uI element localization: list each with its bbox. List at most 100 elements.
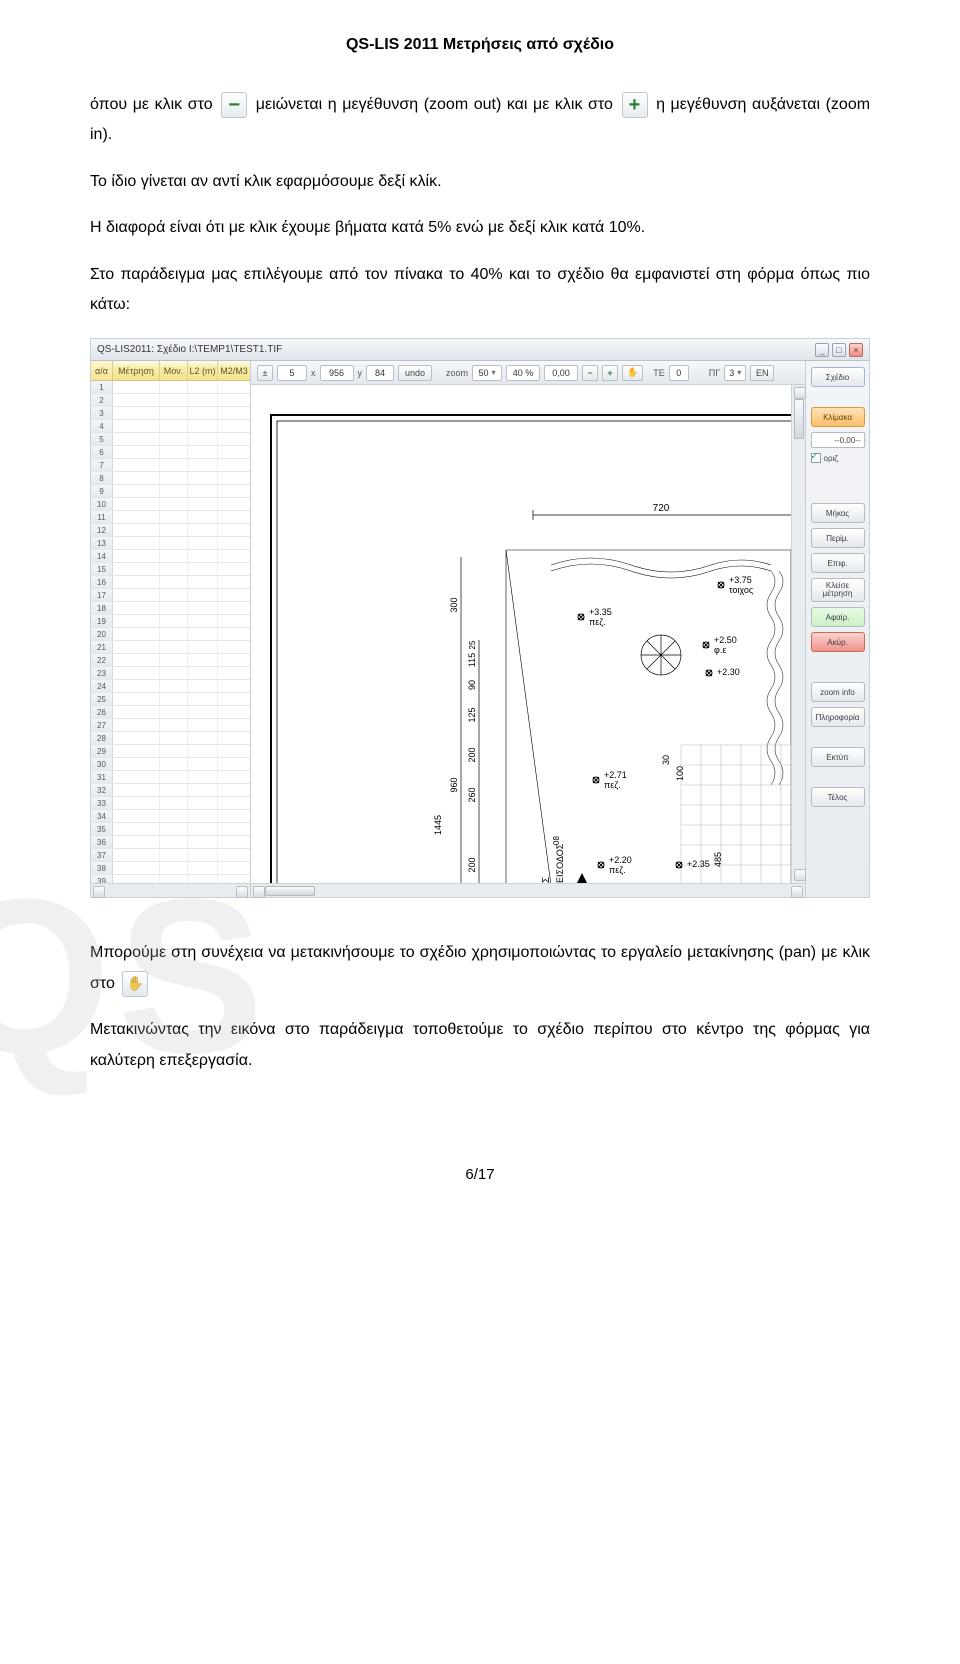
col-mon: Μον.: [160, 361, 188, 380]
table-row[interactable]: 12: [91, 524, 250, 537]
table-row[interactable]: 37: [91, 849, 250, 862]
maximize-icon[interactable]: □: [832, 343, 846, 357]
table-row[interactable]: 1: [91, 381, 250, 394]
table-row[interactable]: 23: [91, 667, 250, 680]
perim-button[interactable]: Περίμ.: [811, 528, 865, 548]
undo-button[interactable]: undo: [398, 365, 432, 381]
mikos-button[interactable]: Μήκος: [811, 503, 865, 523]
svg-text:+2.30: +2.30: [717, 667, 740, 677]
zoominfo-button[interactable]: zoom info: [811, 682, 865, 702]
table-row[interactable]: 32: [91, 784, 250, 797]
minimize-icon[interactable]: _: [815, 343, 829, 357]
table-row[interactable]: 3: [91, 407, 250, 420]
svg-text:200: 200: [467, 858, 477, 873]
table-row[interactable]: 29: [91, 745, 250, 758]
table-row[interactable]: 33: [91, 797, 250, 810]
table-row[interactable]: 26: [91, 706, 250, 719]
table-row[interactable]: 19: [91, 615, 250, 628]
table-row[interactable]: 30: [91, 758, 250, 771]
table-row[interactable]: 31: [91, 771, 250, 784]
kleise-button[interactable]: Κλείσε μέτρηση: [811, 578, 865, 602]
svg-text:πεζ.: πεζ.: [589, 617, 606, 627]
svg-text:+3.75: +3.75: [729, 575, 752, 585]
table-row[interactable]: 28: [91, 732, 250, 745]
grid-header: α/α Μέτρηση Μον. L2 (m) M2/M3: [91, 361, 250, 381]
table-row[interactable]: 35: [91, 823, 250, 836]
canvas-vscroll[interactable]: [791, 385, 805, 883]
zoom-label: zoom: [446, 368, 468, 378]
x-value: 956: [320, 365, 354, 381]
table-row[interactable]: 36: [91, 836, 250, 849]
page-footer: 6/17: [90, 1166, 870, 1183]
table-row[interactable]: 17: [91, 589, 250, 602]
table-row[interactable]: 22: [91, 654, 250, 667]
svg-text:100: 100: [675, 766, 685, 781]
table-row[interactable]: 6: [91, 446, 250, 459]
step-down-button[interactable]: ±: [257, 365, 273, 381]
window-title: QS-LIS2011: Σχέδιο I:\TEMP1\TEST1.TIF: [97, 344, 282, 355]
drawing-canvas[interactable]: 720 300 115 90 25 125 200 960 260: [251, 385, 791, 883]
pg-select[interactable]: 3: [724, 365, 746, 381]
en-button[interactable]: EN: [750, 365, 774, 381]
canvas-hscroll[interactable]: [251, 883, 805, 897]
svg-text:πεζ.: πεζ.: [604, 780, 621, 790]
table-row[interactable]: 5: [91, 433, 250, 446]
pliroforia-button[interactable]: Πληροφορία: [811, 707, 865, 727]
svg-text:200: 200: [467, 748, 477, 763]
zoom-select[interactable]: 50: [472, 365, 502, 381]
oriz-checkbox[interactable]: οριζ: [811, 453, 865, 463]
pan-button[interactable]: ✋: [622, 365, 643, 381]
svg-text:1445: 1445: [433, 815, 443, 835]
zoom-in-icon: [622, 92, 648, 118]
svg-text:08: 08: [552, 836, 561, 845]
grid-hscroll[interactable]: [91, 883, 250, 897]
table-row[interactable]: 8: [91, 472, 250, 485]
svg-text:πεζ.: πεζ.: [609, 865, 626, 875]
paragraph-5: Μπορούμε στη συνέχεια να μετακινήσουμε τ…: [90, 938, 870, 999]
paragraph-4: Στο παράδειγμα μας επιλέγουμε από τον πί…: [90, 260, 870, 321]
table-row[interactable]: 15: [91, 563, 250, 576]
zoom-out-button[interactable]: −: [582, 365, 598, 381]
sxedio-button[interactable]: Σχέδιο: [811, 367, 865, 387]
x-label: x: [311, 368, 316, 378]
table-row[interactable]: 39: [91, 875, 250, 883]
telos-button[interactable]: Τέλος: [811, 787, 865, 807]
table-row[interactable]: 14: [91, 550, 250, 563]
table-row[interactable]: 9: [91, 485, 250, 498]
pg-label: ΠΓ: [709, 368, 720, 378]
ektyp-button[interactable]: Εκτύπ: [811, 747, 865, 767]
measurements-grid: α/α Μέτρηση Μον. L2 (m) M2/M3 1234567891…: [91, 361, 251, 897]
table-row[interactable]: 24: [91, 680, 250, 693]
svg-text:+3.35: +3.35: [589, 607, 612, 617]
step-value[interactable]: 5: [277, 365, 307, 381]
table-row[interactable]: 16: [91, 576, 250, 589]
paragraph-3: Η διαφορά είναι ότι με κλικ έχουμε βήματ…: [90, 213, 870, 243]
zoom-percent: 40 %: [506, 365, 540, 381]
table-row[interactable]: 27: [91, 719, 250, 732]
epif-button[interactable]: Επιφ.: [811, 553, 865, 573]
table-row[interactable]: 21: [91, 641, 250, 654]
table-row[interactable]: 4: [91, 420, 250, 433]
zoom-in-button[interactable]: +: [602, 365, 618, 381]
afair-button[interactable]: Αφαίρ.: [811, 607, 865, 627]
table-row[interactable]: 11: [91, 511, 250, 524]
table-row[interactable]: 13: [91, 537, 250, 550]
klimaka-button[interactable]: Κλίμακα: [811, 407, 865, 427]
app-screenshot: QS-LIS2011: Σχέδιο I:\TEMP1\TEST1.TIF _ …: [90, 338, 870, 898]
akyr-button[interactable]: Ακύρ.: [811, 632, 865, 652]
table-row[interactable]: 7: [91, 459, 250, 472]
scale-value: --0,00--: [811, 432, 865, 448]
paragraph-1: όπου με κλικ στο μειώνεται η μεγέθυνση (…: [90, 90, 870, 151]
svg-text:τοιχος: τοιχος: [729, 585, 754, 595]
table-row[interactable]: 34: [91, 810, 250, 823]
table-row[interactable]: 38: [91, 862, 250, 875]
svg-text:φ.ε: φ.ε: [714, 645, 726, 655]
text: μειώνεται η μεγέθυνση (zoom out) και με …: [256, 96, 613, 113]
table-row[interactable]: 2: [91, 394, 250, 407]
close-icon[interactable]: ×: [849, 343, 863, 357]
table-row[interactable]: 20: [91, 628, 250, 641]
table-row[interactable]: 18: [91, 602, 250, 615]
table-row[interactable]: 10: [91, 498, 250, 511]
y-label: y: [358, 368, 363, 378]
table-row[interactable]: 25: [91, 693, 250, 706]
